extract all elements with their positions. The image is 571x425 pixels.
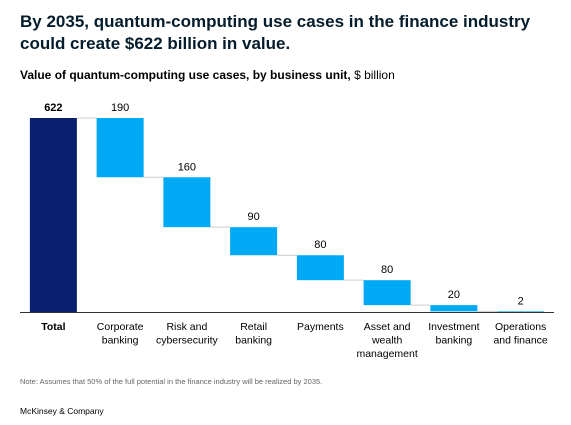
bar-segment	[230, 227, 278, 256]
category-label-line: Payments	[297, 321, 344, 333]
category-label-line: Risk and	[166, 321, 207, 333]
category-label: Asset and wealth management	[356, 321, 417, 360]
brand-name: McKinsey & Company	[20, 406, 104, 416]
category-label-line: Retail	[240, 321, 267, 333]
category-label: Total	[41, 321, 65, 333]
chart-title: Value of quantum-computing use cases, by…	[20, 68, 351, 82]
category-label: Risk and cybersecurity	[156, 321, 219, 347]
category-label-line: Corporate	[97, 321, 144, 333]
value-label: 160	[178, 161, 196, 173]
category-label-line: Asset and	[364, 321, 411, 333]
category-label-line: banking	[435, 335, 472, 347]
value-label: 80	[314, 239, 326, 251]
category-label-line: banking	[235, 335, 272, 347]
total-bar	[29, 118, 77, 312]
category-label-line: banking	[102, 335, 139, 347]
bar-segment	[497, 311, 545, 312]
category-label-line: management	[356, 348, 417, 360]
category-label-line: Investment	[428, 321, 479, 333]
category-label: Retail banking	[235, 321, 272, 347]
category-label: Investment banking	[428, 321, 479, 347]
value-label: 20	[448, 289, 460, 301]
bar-segment	[163, 177, 211, 228]
category-label: Payments	[297, 321, 344, 333]
value-label: 2	[518, 295, 524, 307]
footnote: Note: Assumes that 50% of the full poten…	[20, 377, 323, 386]
headline: By 2035, quantum-computing use cases in …	[20, 12, 531, 53]
category-label-line: cybersecurity	[156, 335, 219, 347]
category-label-line: Operations	[495, 321, 546, 333]
category-label-line: wealth	[371, 335, 403, 347]
value-label: 622	[44, 102, 62, 114]
category-label: Corporate banking	[97, 321, 144, 347]
bar-segment	[296, 255, 344, 281]
bar-segment	[430, 305, 478, 312]
category-label-line: Total	[41, 321, 65, 333]
bar-segment	[363, 280, 411, 306]
chart-subtitle: Value of quantum-computing use cases, by…	[20, 68, 395, 82]
waterfall-chart: 622 Total 190 Corporate banking 160 Risk and cy…	[20, 102, 554, 360]
bar-segment	[96, 118, 144, 178]
value-label: 90	[248, 211, 260, 223]
value-label: 80	[381, 264, 393, 276]
category-label-line: and finance	[493, 335, 547, 347]
category-label: Operations and finance	[493, 321, 547, 347]
value-label: 190	[111, 102, 129, 114]
chart-unit: $ billion	[354, 68, 395, 82]
